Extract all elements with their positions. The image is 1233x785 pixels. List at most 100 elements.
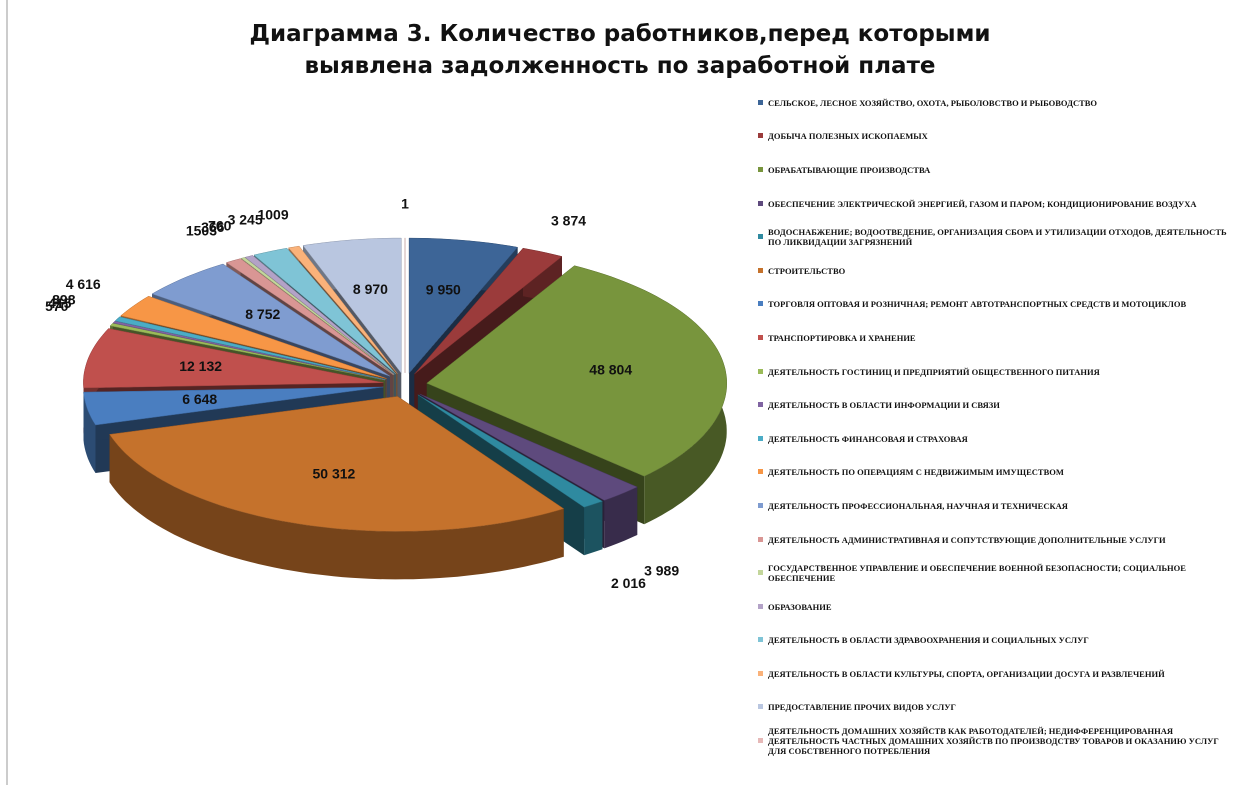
data-label: 9 950 <box>426 282 461 298</box>
data-label: 8 970 <box>353 281 388 297</box>
legend-label: ДЕЯТЕЛЬНОСТЬ ДОМАШНИХ ХОЗЯЙСТВ КАК РАБОТ… <box>768 726 1219 757</box>
legend-swatch <box>758 670 763 676</box>
legend-swatch <box>758 99 763 105</box>
legend-label: ГОСУДАРСТВЕННОЕ УПРАВЛЕНИЕ И ОБЕСПЕЧЕНИЕ… <box>768 563 1186 584</box>
legend-label: ДЕЯТЕЛЬНОСТЬ АДМИНИСТРАТИВНАЯ И СОПУТСТВ… <box>768 534 1166 545</box>
legend-label: ПРЕДОСТАВЛЕНИЕ ПРОЧИХ ВИДОВ УСЛУГ <box>768 702 956 713</box>
legend-swatch <box>758 536 763 542</box>
legend-item: ДЕЯТЕЛЬНОСТЬ ГОСТИНИЦ И ПРЕДПРИЯТИЙ ОБЩЕ… <box>758 355 1228 389</box>
legend-label: ТОРГОВЛЯ ОПТОВАЯ И РОЗНИЧНАЯ; РЕМОНТ АВТ… <box>768 299 1187 310</box>
legend-item: ДЕЯТЕЛЬНОСТЬ В ОБЛАСТИ ЗДРАВООХРАНЕНИЯ И… <box>758 624 1228 658</box>
legend-label: ВОДОСНАБЖЕНИЕ; ВОДООТВЕДЕНИЕ, ОРГАНИЗАЦИ… <box>768 227 1227 248</box>
legend-swatch <box>758 469 763 475</box>
slice <box>408 237 519 374</box>
slice <box>240 257 395 375</box>
legend-label: ТРАНСПОРТИРОВКА И ХРАНЕНИЕ <box>768 332 916 343</box>
legend-item: ДОБЫЧА ПОЛЕЗНЫХ ИСКОПАЕМЫХ <box>758 120 1228 154</box>
data-label: 1 <box>401 196 409 212</box>
slice <box>417 394 604 508</box>
legend-swatch <box>758 133 763 139</box>
legend-swatch <box>758 368 763 374</box>
data-label: 50 312 <box>312 466 355 482</box>
legend-swatch <box>758 234 763 240</box>
data-label: 6 648 <box>182 391 217 407</box>
legend-swatch <box>758 637 763 643</box>
legend-swatch <box>758 267 763 273</box>
legend-label: ОБЕСПЕЧЕНИЕ ЭЛЕКТРИЧЕСКОЙ ЭНЕРГИЕЙ, ГАЗО… <box>768 198 1197 209</box>
legend-swatch <box>758 738 763 744</box>
slice <box>109 396 565 532</box>
legend-item: ТРАНСПОРТИРОВКА И ХРАНЕНИЕ <box>758 321 1228 355</box>
legend-item: ДЕЯТЕЛЬНОСТЬ ФИНАНСОВАЯ И СТРАХОВАЯ <box>758 422 1228 456</box>
slice <box>114 316 386 380</box>
legend-label: ДЕЯТЕЛЬНОСТЬ ПРОФЕССИОНАЛЬНАЯ, НАУЧНАЯ И… <box>768 500 1068 511</box>
legend-label: ОБРАБАТЫВАЮЩИЕ ПРОИЗВОДСТВА <box>768 164 931 175</box>
legend-item: ОБЕСПЕЧЕНИЕ ЭЛЕКТРИЧЕСКОЙ ЭНЕРГИЕЙ, ГАЗО… <box>758 187 1228 221</box>
slice <box>302 237 402 374</box>
side-band <box>584 501 603 556</box>
data-label: 2 016 <box>611 575 646 591</box>
slice <box>83 328 384 389</box>
data-label: 3 989 <box>644 563 679 579</box>
data-label: 415 <box>48 295 72 311</box>
legend-item: ОБРАЗОВАНИЕ <box>758 590 1228 624</box>
legend-label: ДЕЯТЕЛЬНОСТЬ ГОСТИНИЦ И ПРЕДПРИЯТИЙ ОБЩЕ… <box>768 366 1100 377</box>
legend-item: ОБРАБАТЫВАЮЩИЕ ПРОИЗВОДСТВА <box>758 153 1228 187</box>
legend-label: ДЕЯТЕЛЬНОСТЬ ФИНАНСОВАЯ И СТРАХОВАЯ <box>768 433 968 444</box>
legend-item: ДЕЯТЕЛЬНОСТЬ ДОМАШНИХ ХОЗЯЙСТВ КАК РАБОТ… <box>758 724 1228 758</box>
slice <box>288 245 398 374</box>
slice <box>83 386 384 426</box>
legend-item: СЕЛЬСКОЕ, ЛЕСНОЕ ХОЗЯЙСТВО, ОХОТА, РЫБОЛ… <box>758 86 1228 120</box>
legend-label: СЕЛЬСКОЕ, ЛЕСНОЕ ХОЗЯЙСТВО, ОХОТА, РЫБОЛ… <box>768 97 1098 108</box>
chart-title: Диаграмма 3. Количество работников,перед… <box>249 21 991 79</box>
legend-swatch <box>758 603 763 609</box>
slice <box>419 393 638 501</box>
legend-swatch <box>758 301 763 307</box>
side-band <box>604 487 638 549</box>
slice <box>244 255 395 375</box>
data-label: 760 <box>208 217 232 233</box>
legend-label: ДЕЯТЕЛЬНОСТЬ В ОБЛАСТИ ЗДРАВООХРАНЕНИЯ И… <box>768 635 1089 646</box>
legend-swatch <box>758 704 763 710</box>
data-label: 3 874 <box>551 212 586 228</box>
legend-swatch <box>758 570 763 576</box>
legend-item: ДЕЯТЕЛЬНОСТЬ В ОБЛАСТИ ИНФОРМАЦИИ И СВЯЗ… <box>758 388 1228 422</box>
legend-swatch <box>758 166 763 172</box>
legend-label: СТРОИТЕЛЬСТВО <box>768 265 846 276</box>
data-label: 48 804 <box>589 362 632 378</box>
legend-item: ДЕЯТЕЛЬНОСТЬ АДМИНИСТРАТИВНАЯ И СОПУТСТВ… <box>758 523 1228 557</box>
legend-item: ВОДОСНАБЖЕНИЕ; ВОДООТВЕДЕНИЕ, ОРГАНИЗАЦИ… <box>758 220 1228 254</box>
legend-item: ДЕЯТЕЛЬНОСТЬ ПО ОПЕРАЦИЯМ С НЕДВИЖИМЫМ И… <box>758 456 1228 490</box>
legend-swatch <box>758 334 763 340</box>
legend-swatch <box>758 502 763 508</box>
legend-label: ДЕЯТЕЛЬНОСТЬ ПО ОПЕРАЦИЯМ С НЕДВИЖИМЫМ И… <box>768 467 1064 478</box>
legend-label: ДЕЯТЕЛЬНОСТЬ В ОБЛАСТИ ИНФОРМАЦИИ И СВЯЗ… <box>768 400 1000 411</box>
data-label: 8 752 <box>245 306 280 322</box>
slice <box>225 258 394 376</box>
legend-item: СТРОИТЕЛЬСТВО <box>758 254 1228 288</box>
slice <box>253 247 396 375</box>
legend-item: ДЕЯТЕЛЬНОСТЬ ПРОФЕССИОНАЛЬНАЯ, НАУЧНАЯ И… <box>758 489 1228 523</box>
slice <box>120 295 387 379</box>
slice <box>426 265 727 477</box>
legend-item: ГОСУДАРСТВЕННОЕ УПРАВЛЕНИЕ И ОБЕСПЕЧЕНИЕ… <box>758 556 1228 590</box>
side-band <box>83 392 96 473</box>
slice <box>151 263 391 377</box>
legend-swatch <box>758 200 763 206</box>
data-label: 366 <box>201 219 225 235</box>
data-label: 570 <box>45 298 69 314</box>
data-label: 1503 <box>186 222 217 238</box>
legend-label: ДОБЫЧА ПОЛЕЗНЫХ ИСКОПАЕМЫХ <box>768 131 928 142</box>
legend-swatch <box>758 435 763 441</box>
data-label: 898 <box>52 291 76 307</box>
slice <box>414 247 563 375</box>
legend-swatch <box>758 402 763 408</box>
legend-item: ПРЕДОСТАВЛЕНИЕ ПРОЧИХ ВИДОВ УСЛУГ <box>758 691 1228 725</box>
data-label: 3 245 <box>228 212 263 228</box>
data-label: 4 616 <box>66 276 101 292</box>
legend-label: ДЕЯТЕЛЬНОСТЬ В ОБЛАСТИ КУЛЬТУРЫ, СПОРТА,… <box>768 668 1165 679</box>
data-label: 12 132 <box>179 358 222 374</box>
legend: СЕЛЬСКОЕ, ЛЕСНОЕ ХОЗЯЙСТВО, ОХОТА, РЫБОЛ… <box>758 86 1228 758</box>
